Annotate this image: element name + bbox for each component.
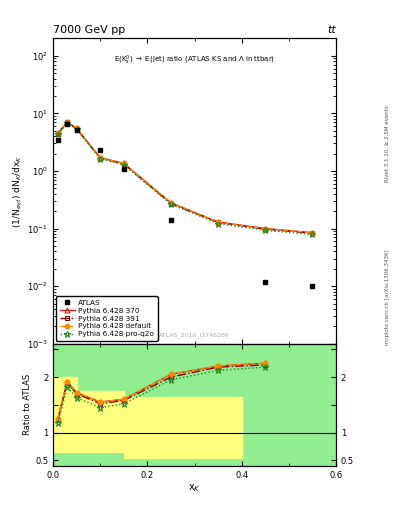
ATLAS: [310, 283, 315, 289]
Pythia 6.428 391: [263, 226, 268, 232]
Pythia 6.428 pro-q2o: [98, 156, 103, 162]
Pythia 6.428 391: [169, 201, 173, 207]
Line: Pythia 6.428 391: Pythia 6.428 391: [55, 120, 315, 236]
Pythia 6.428 391: [55, 131, 60, 137]
ATLAS: [98, 147, 103, 153]
Pythia 6.428 391: [98, 155, 103, 161]
Pythia 6.428 pro-q2o: [216, 221, 220, 227]
Pythia 6.428 370: [65, 119, 70, 125]
Pythia 6.428 370: [98, 155, 103, 161]
Y-axis label: (1/N$_{evt}$) dN$_K$/dx$_K$: (1/N$_{evt}$) dN$_K$/dx$_K$: [12, 154, 24, 228]
Text: tt: tt: [327, 25, 336, 35]
Pythia 6.428 default: [98, 155, 103, 161]
Pythia 6.428 391: [310, 230, 315, 237]
Pythia 6.428 391: [216, 219, 220, 225]
ATLAS: [55, 137, 60, 143]
Pythia 6.428 default: [263, 225, 268, 231]
Pythia 6.428 default: [121, 160, 126, 166]
Text: Rivet 3.1.10, ≥ 2.5M events: Rivet 3.1.10, ≥ 2.5M events: [385, 105, 389, 182]
Pythia 6.428 370: [216, 219, 220, 225]
ATLAS: [263, 279, 268, 285]
ATLAS: [65, 121, 70, 127]
Pythia 6.428 pro-q2o: [121, 162, 126, 168]
Pythia 6.428 default: [310, 229, 315, 236]
Legend: ATLAS, Pythia 6.428 370, Pythia 6.428 391, Pythia 6.428 default, Pythia 6.428 pr: ATLAS, Pythia 6.428 370, Pythia 6.428 39…: [56, 296, 158, 341]
ATLAS: [169, 217, 173, 223]
Pythia 6.428 391: [121, 161, 126, 167]
Text: mcplots.cern.ch [arXiv:1306.3436]: mcplots.cern.ch [arXiv:1306.3436]: [385, 249, 389, 345]
X-axis label: x$_K$: x$_K$: [188, 482, 201, 495]
Pythia 6.428 default: [65, 119, 70, 125]
Pythia 6.428 pro-q2o: [74, 126, 79, 132]
Pythia 6.428 370: [55, 130, 60, 136]
Pythia 6.428 391: [65, 119, 70, 125]
Pythia 6.428 pro-q2o: [310, 231, 315, 238]
Pythia 6.428 default: [74, 125, 79, 132]
Pythia 6.428 370: [310, 229, 315, 236]
Text: 7000 GeV pp: 7000 GeV pp: [53, 25, 125, 35]
Line: Pythia 6.428 default: Pythia 6.428 default: [55, 120, 315, 235]
Y-axis label: Ratio to ATLAS: Ratio to ATLAS: [23, 374, 32, 436]
Text: E(K$^0_s$) $\rightarrow$ E(jet) ratio (ATLAS KS and $\Lambda$ in ttbar): E(K$^0_s$) $\rightarrow$ E(jet) ratio (A…: [114, 54, 275, 67]
Text: ATLAS_2019_I1746286: ATLAS_2019_I1746286: [159, 332, 230, 338]
Pythia 6.428 391: [74, 125, 79, 132]
Line: Pythia 6.428 pro-q2o: Pythia 6.428 pro-q2o: [55, 120, 316, 238]
Pythia 6.428 pro-q2o: [65, 120, 70, 126]
Pythia 6.428 default: [169, 200, 173, 206]
Pythia 6.428 370: [121, 160, 126, 166]
ATLAS: [121, 165, 126, 172]
Pythia 6.428 pro-q2o: [169, 201, 173, 207]
Pythia 6.428 default: [216, 219, 220, 225]
ATLAS: [74, 126, 79, 133]
Line: Pythia 6.428 370: Pythia 6.428 370: [55, 120, 315, 235]
Pythia 6.428 370: [74, 125, 79, 132]
Pythia 6.428 default: [55, 130, 60, 136]
Pythia 6.428 pro-q2o: [263, 227, 268, 233]
Pythia 6.428 pro-q2o: [55, 132, 60, 138]
Pythia 6.428 370: [263, 225, 268, 231]
Line: ATLAS: ATLAS: [55, 122, 315, 289]
Polygon shape: [53, 377, 242, 458]
Pythia 6.428 370: [169, 200, 173, 206]
